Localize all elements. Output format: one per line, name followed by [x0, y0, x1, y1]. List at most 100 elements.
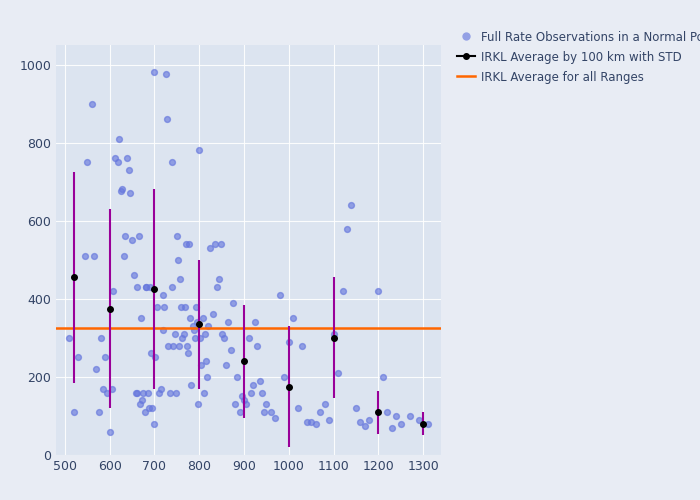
- Point: [236, 392, 247, 400]
- Point: [243, 334, 254, 342]
- Point: [359, 422, 370, 430]
- Point: [297, 342, 308, 349]
- Point: [162, 342, 174, 349]
- Point: [168, 342, 179, 349]
- Point: [284, 338, 295, 346]
- Point: [175, 276, 186, 283]
- Point: [247, 380, 258, 388]
- Point: [184, 240, 195, 248]
- Point: [245, 388, 256, 396]
- Point: [355, 418, 366, 426]
- Point: [97, 384, 108, 392]
- Point: [228, 298, 239, 306]
- Point: [123, 166, 134, 174]
- Point: [116, 188, 127, 196]
- Point: [199, 330, 210, 338]
- Point: [99, 354, 111, 362]
- Point: [364, 416, 375, 424]
- Point: [186, 380, 197, 388]
- Point: [132, 283, 143, 291]
- Point: [225, 346, 236, 354]
- Point: [166, 158, 177, 166]
- Point: [160, 70, 172, 78]
- Point: [149, 68, 160, 76]
- Point: [102, 388, 113, 396]
- Point: [172, 232, 183, 240]
- Point: [310, 420, 321, 428]
- Point: [106, 384, 118, 392]
- Point: [274, 291, 286, 299]
- Point: [211, 283, 223, 291]
- Point: [223, 318, 234, 326]
- Point: [422, 420, 433, 428]
- Point: [254, 377, 265, 385]
- Point: [404, 412, 415, 420]
- Point: [142, 388, 153, 396]
- Point: [292, 404, 303, 412]
- Point: [205, 244, 216, 252]
- Point: [86, 100, 97, 108]
- Point: [151, 302, 162, 310]
- Point: [191, 318, 202, 326]
- Point: [189, 334, 200, 342]
- Point: [232, 373, 243, 381]
- Point: [176, 334, 188, 342]
- Point: [108, 287, 119, 295]
- Point: [197, 314, 209, 322]
- Point: [125, 190, 136, 198]
- Point: [91, 365, 102, 373]
- Point: [178, 330, 189, 338]
- Point: [121, 154, 132, 162]
- Point: [193, 400, 204, 408]
- Point: [202, 322, 214, 330]
- Point: [141, 283, 152, 291]
- Point: [133, 232, 144, 240]
- Point: [73, 354, 84, 362]
- Point: [202, 373, 213, 381]
- Point: [250, 318, 261, 326]
- Point: [164, 388, 176, 396]
- Point: [377, 373, 388, 381]
- Point: [181, 342, 193, 349]
- Point: [109, 154, 120, 162]
- Point: [82, 158, 93, 166]
- Point: [118, 252, 130, 260]
- Point: [207, 310, 218, 318]
- Point: [342, 224, 353, 232]
- Point: [301, 418, 312, 426]
- Point: [155, 384, 167, 392]
- Point: [140, 283, 151, 291]
- Point: [157, 326, 168, 334]
- Point: [332, 369, 344, 377]
- Point: [256, 388, 267, 396]
- Point: [187, 322, 198, 330]
- Point: [88, 252, 99, 260]
- Point: [258, 408, 270, 416]
- Point: [180, 240, 191, 248]
- Point: [136, 396, 148, 404]
- Point: [382, 408, 393, 416]
- Point: [146, 350, 157, 358]
- Point: [93, 408, 104, 416]
- Point: [138, 388, 149, 396]
- Point: [129, 272, 140, 280]
- Point: [120, 232, 131, 240]
- Point: [372, 287, 384, 295]
- Point: [127, 236, 138, 244]
- Point: [162, 115, 173, 123]
- Point: [112, 158, 123, 166]
- Point: [150, 354, 161, 362]
- Point: [172, 256, 183, 264]
- Point: [337, 287, 348, 295]
- Point: [234, 408, 245, 416]
- Point: [241, 400, 252, 408]
- Point: [95, 334, 106, 342]
- Point: [252, 342, 263, 349]
- Point: [190, 302, 202, 310]
- Legend: Full Rate Observations in a Normal Point, IRKL Average by 100 km with STD, IRKL : Full Rate Observations in a Normal Point…: [457, 31, 700, 84]
- Point: [218, 334, 230, 342]
- Point: [159, 302, 170, 310]
- Point: [131, 388, 142, 396]
- Point: [134, 400, 146, 408]
- Point: [170, 388, 181, 396]
